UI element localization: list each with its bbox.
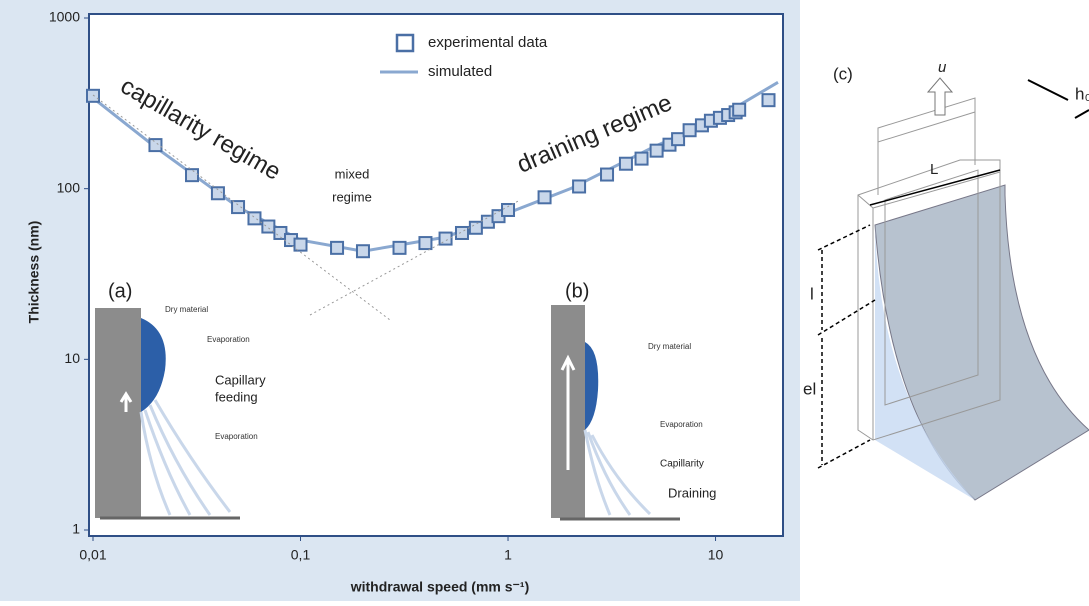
inset-text: Capillary <box>215 372 266 387</box>
data-point <box>148 138 163 153</box>
legend-marker <box>395 33 415 53</box>
data-point <box>454 225 469 240</box>
film <box>874 184 1089 501</box>
inset-text: Dry material <box>165 305 208 314</box>
arrow <box>119 391 133 412</box>
y-axis-label: Thickness (nm) <box>26 221 42 324</box>
x-tick-label: 0,1 <box>291 547 311 563</box>
y-tick-label: 100 <box>57 179 81 195</box>
y-tick-label: 1 <box>72 521 80 537</box>
data-point <box>273 225 288 240</box>
holder <box>857 97 1001 441</box>
data-point <box>418 236 433 251</box>
data-point <box>732 102 747 117</box>
data-point <box>293 237 308 252</box>
annotation: regime <box>332 189 372 204</box>
x-axis-label: withdrawal speed (mm s⁻¹) <box>350 579 530 595</box>
wall <box>95 308 141 518</box>
diagram-c: (c) u h₀ L l el <box>803 59 1089 501</box>
data-point <box>247 211 262 226</box>
y-tick-label: 1000 <box>49 9 80 25</box>
u-label: u <box>938 59 947 76</box>
data-point <box>86 88 100 103</box>
flow <box>583 429 652 516</box>
data-point <box>618 156 633 171</box>
annotation: mixed <box>335 166 370 181</box>
l-label: l <box>810 284 814 303</box>
data-point <box>600 167 615 182</box>
plot <box>86 81 779 259</box>
arrow <box>560 354 576 470</box>
inset-text: Evaporation <box>660 420 703 429</box>
data-point <box>210 186 225 201</box>
data-point <box>231 200 246 215</box>
data-point <box>355 244 370 259</box>
x-tick-label: 1 <box>504 547 512 563</box>
guide-line <box>92 94 391 321</box>
data-point <box>330 240 345 255</box>
legend-label: experimental data <box>428 34 548 51</box>
inset-text: Draining <box>668 485 716 500</box>
data-point <box>185 168 200 183</box>
data-point <box>761 93 776 108</box>
data-point <box>572 179 587 194</box>
inset-label: (b) <box>565 280 589 302</box>
x-tick-label: 0,01 <box>79 547 106 563</box>
h0-label: h₀ <box>1075 84 1089 103</box>
data-point <box>682 123 697 138</box>
el-label: el <box>803 379 816 398</box>
dimension-line <box>869 169 1001 206</box>
inset-text: feeding <box>215 389 258 404</box>
inset-a: (a) Dry material Evaporation Capillary f… <box>95 280 266 520</box>
data-point <box>649 143 664 158</box>
plot-area <box>88 13 784 537</box>
data-point <box>634 151 649 166</box>
data-point <box>468 220 483 235</box>
inset-text: Evaporation <box>207 335 250 344</box>
data-point <box>501 202 516 217</box>
inset-b: (b) Dry material Evaporation Capillarity… <box>551 280 716 521</box>
L-label: L <box>930 161 938 178</box>
flow <box>139 399 232 516</box>
inset-text: Dry material <box>648 342 691 351</box>
droplet <box>141 318 166 412</box>
inset-label: (a) <box>108 280 132 302</box>
x-tick-label: 10 <box>708 547 724 563</box>
h0-arrow <box>1027 79 1089 119</box>
legend: experimental data simulated <box>380 33 548 80</box>
diagram-label: (c) <box>833 64 853 83</box>
droplet <box>585 342 599 430</box>
dimension-line <box>817 224 876 469</box>
legend-label: simulated <box>428 63 492 80</box>
arrow-up <box>926 77 954 116</box>
inset-text: Capillarity <box>660 459 704 470</box>
data-point <box>537 190 552 205</box>
data-point <box>671 132 686 147</box>
y-tick-label: 10 <box>64 350 80 366</box>
inset-text: Evaporation <box>215 432 258 441</box>
data-point <box>438 231 453 246</box>
data-point <box>392 240 407 255</box>
